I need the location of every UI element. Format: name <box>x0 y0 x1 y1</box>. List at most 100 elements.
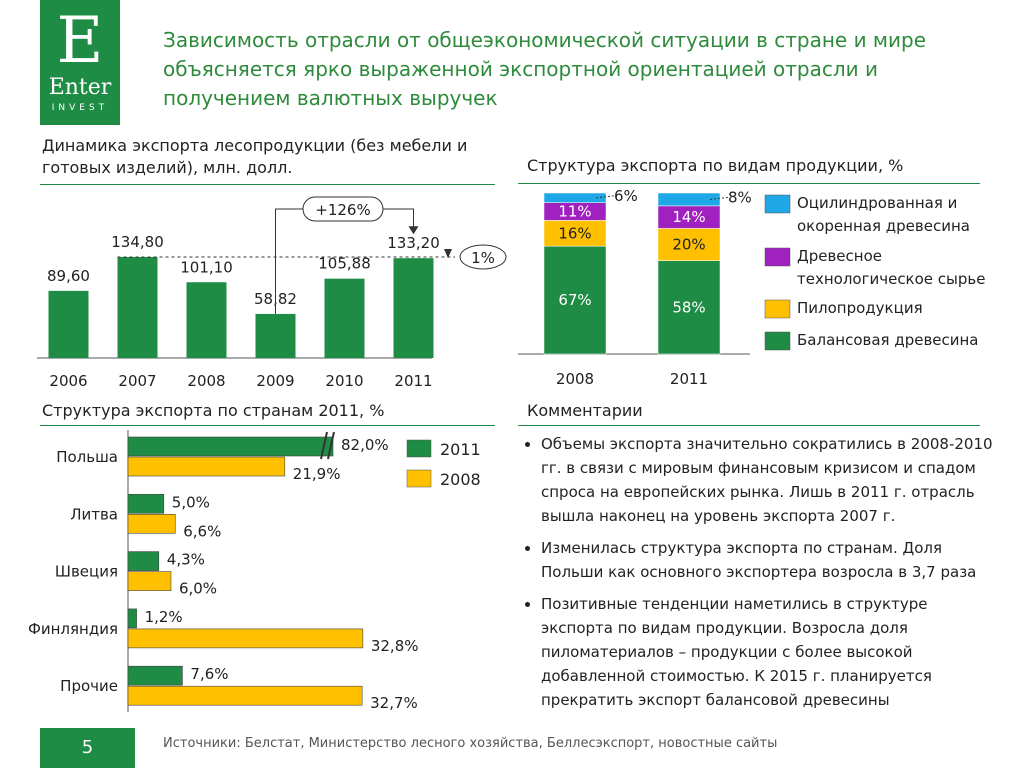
bar-segment <box>657 192 721 207</box>
bar <box>127 493 165 514</box>
bar <box>127 628 364 649</box>
value-label: 6,6% <box>183 522 221 540</box>
value-label: 14% <box>672 208 705 226</box>
comments-list: Объемы экспорта значительно сократились … <box>523 432 1001 720</box>
legend-label: Оцилиндрованная и окоренная древесина <box>797 194 970 235</box>
legend-swatch <box>764 331 791 351</box>
slide-title: Зависимость отрасли от общеэкономической… <box>163 28 927 110</box>
logo-name: Enter <box>48 75 112 100</box>
bar <box>127 456 286 477</box>
axis-break <box>320 431 335 460</box>
logo-box: E Enter INVEST <box>40 0 120 125</box>
x-tick-label: 2011 <box>670 370 708 388</box>
y-tick-label: Швеция <box>55 563 118 581</box>
legend-label: 2011 <box>440 440 481 459</box>
bar <box>393 258 434 358</box>
comment-item: Изменилась структура экспорта по странам… <box>541 536 1001 584</box>
connector <box>275 208 303 314</box>
title-rule <box>518 425 980 426</box>
bar-segment <box>657 260 721 355</box>
value-label: 5,0% <box>172 493 210 511</box>
chart-title: Структура экспорта по странам 2011, % <box>42 401 385 420</box>
value-label: 8% <box>728 188 752 206</box>
arrow-head <box>408 226 419 235</box>
value-label: 101,10 <box>180 258 233 276</box>
value-label: 58% <box>672 298 705 316</box>
annotation: 1% <box>471 249 495 267</box>
value-label: 67% <box>558 291 591 309</box>
bar <box>127 685 363 706</box>
source-note: Источники: Белстат, Министерство лесного… <box>163 736 778 751</box>
bar <box>127 551 160 571</box>
value-label: 105,88 <box>318 255 371 273</box>
value-label: 89,60 <box>47 267 90 285</box>
y-tick-label: Прочие <box>60 677 118 695</box>
x-tick-label: 2011 <box>394 372 432 390</box>
comment-item: Позитивные тенденции наметились в структ… <box>541 592 1001 712</box>
logo-letter: E <box>56 4 104 78</box>
arrow-head <box>444 249 452 259</box>
bar-segment <box>543 220 607 247</box>
legend-swatch <box>764 299 791 319</box>
legend-swatch <box>406 439 432 458</box>
legend-label: Балансовая древесина <box>797 331 979 349</box>
value-label: 1,2% <box>145 608 183 626</box>
y-tick-label: Финляндия <box>28 620 118 638</box>
chart-title: Структура экспорта по видам продукции, % <box>527 156 904 175</box>
value-label: 11% <box>558 203 591 221</box>
x-tick-label: 2007 <box>118 372 156 390</box>
value-label: 133,20 <box>387 234 440 252</box>
bar <box>324 278 365 358</box>
value-label: 16% <box>558 224 591 242</box>
legend-swatch <box>406 469 432 488</box>
title-rule <box>40 184 495 185</box>
y-tick-label: Литва <box>70 505 118 523</box>
bar <box>255 313 296 358</box>
x-tick-label: 2009 <box>256 372 294 390</box>
bar <box>127 513 176 534</box>
legend-swatch <box>764 194 791 214</box>
chart-title: Динамика экспорта лесопродукции (без меб… <box>42 136 468 177</box>
bar-segment <box>543 192 607 203</box>
x-tick-label: 2010 <box>325 372 363 390</box>
legend-swatch <box>764 247 791 267</box>
annotation: +126% <box>315 201 370 219</box>
value-label: 32,8% <box>371 637 419 655</box>
value-label: 6,0% <box>179 580 217 598</box>
comment-item: Объемы экспорта значительно сократились … <box>541 432 1001 528</box>
value-label: 6% <box>614 187 638 205</box>
leader-line <box>709 196 729 200</box>
value-label: 4,3% <box>167 551 205 569</box>
value-label: 20% <box>672 236 705 254</box>
bar <box>127 608 137 629</box>
page-number: 5 <box>40 728 135 768</box>
legend-label: Древесное технологическое сырье <box>797 247 986 288</box>
value-label: 21,9% <box>293 465 341 483</box>
bar <box>48 290 89 358</box>
x-tick-label: 2008 <box>556 370 594 388</box>
comments-title: Комментарии <box>527 401 643 420</box>
bar <box>127 436 334 457</box>
legend-label: 2008 <box>440 470 481 489</box>
value-label: 7,6% <box>190 665 228 683</box>
y-tick-label: Польша <box>56 448 118 466</box>
bar <box>127 665 183 686</box>
value-label: 32,7% <box>370 694 418 712</box>
bar-segment <box>543 245 607 355</box>
title-rule <box>518 183 980 184</box>
bar-segment <box>657 228 721 261</box>
logo-sub: INVEST <box>51 103 109 113</box>
connector <box>383 208 414 229</box>
bar <box>117 257 158 358</box>
legend-label: Пилопродукция <box>797 299 923 317</box>
bar <box>186 282 227 358</box>
value-label: 134,80 <box>111 233 164 251</box>
x-tick-label: 2008 <box>187 372 225 390</box>
title-rule <box>40 425 495 426</box>
bar <box>127 571 172 591</box>
value-label: 82,0% <box>341 436 389 454</box>
x-tick-label: 2006 <box>49 372 87 390</box>
annotation-box <box>459 244 507 270</box>
